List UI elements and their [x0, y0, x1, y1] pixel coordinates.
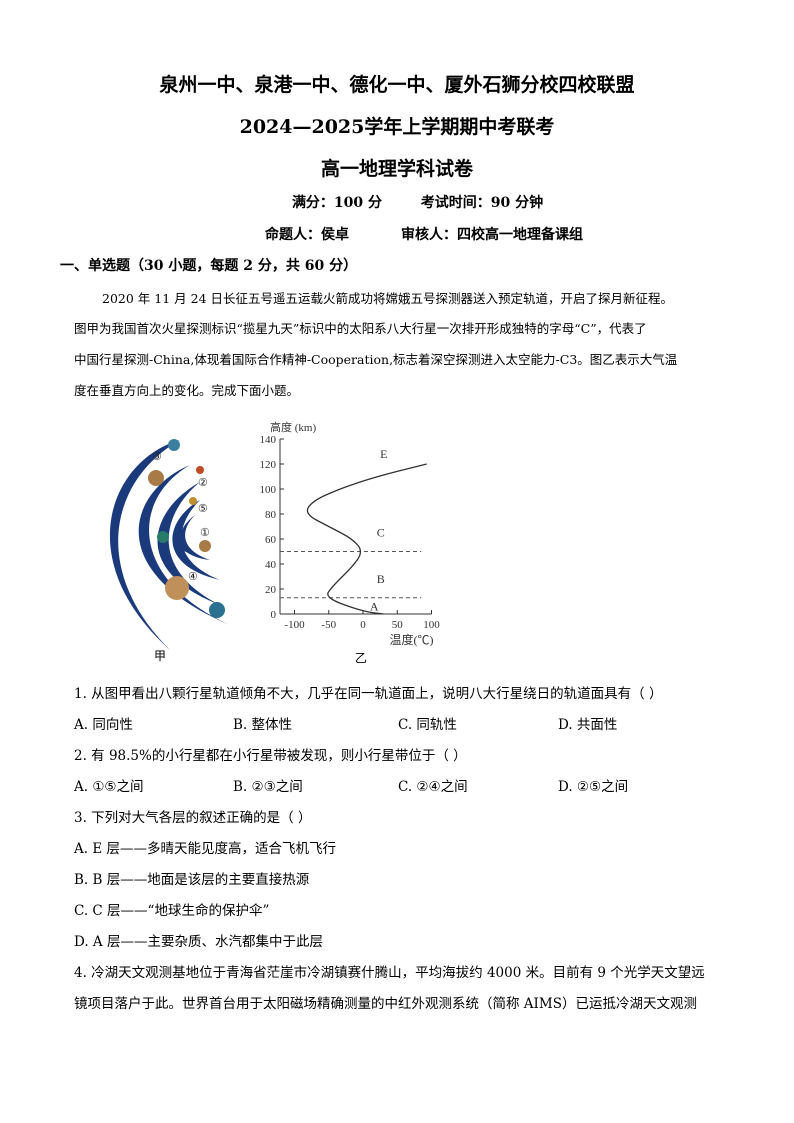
- answer-option[interactable]: D. A 层——主要杂质、水汽都集中于此层: [74, 934, 323, 950]
- planet-icon: [209, 602, 225, 618]
- figure-caption-yi: 乙: [355, 651, 367, 665]
- y-tick-label: 100: [260, 484, 277, 496]
- full-score: 满分：100 分: [291, 195, 383, 211]
- answer-option[interactable]: A. 同向性: [74, 717, 133, 733]
- planet-icon: [157, 531, 169, 543]
- y-tick-label: 140: [260, 434, 277, 446]
- y-axis-label: 高度 (km): [270, 420, 316, 434]
- y-tick-label: 60: [265, 534, 277, 546]
- planet-label: ⑤: [198, 503, 208, 515]
- question-stem: 3. 下列对大气各层的叙述正确的是（ ）: [74, 810, 312, 826]
- exam-time: 考试时间：90 分钟: [420, 195, 544, 211]
- question-stem: 2. 有 98.5%的小行星都在小行星带被发现，则小行星带位于（ ）: [74, 748, 467, 764]
- answer-option[interactable]: B. 整体性: [233, 717, 293, 733]
- planet-icon: [199, 540, 211, 552]
- answer-option[interactable]: B. B 层——地面是该层的主要直接热源: [74, 872, 310, 888]
- y-tick-label: 0: [271, 609, 277, 621]
- planet-label: ④: [188, 571, 198, 583]
- temperature-curve: [306, 463, 427, 615]
- planet-icon: [148, 470, 164, 486]
- title-subject: 高一地理学科试卷: [320, 158, 473, 180]
- answer-option[interactable]: C. 同轨性: [398, 717, 457, 733]
- planet-icon: [189, 497, 197, 505]
- layer-label: C: [377, 526, 385, 540]
- passage-line: 中国行星探测-China,体现着国际合作精神-Cooperation,标志着深空…: [74, 352, 678, 367]
- y-tick-label: 20: [265, 584, 277, 596]
- x-axis-label: 温度(℃): [390, 632, 434, 647]
- section-heading: 一、单选题（30 小题，每题 2 分，共 60 分）: [60, 258, 358, 274]
- passage-line: 度在垂直方向上的变化。完成下面小题。: [74, 383, 300, 398]
- answer-option[interactable]: D. ②⑤之间: [558, 779, 629, 795]
- figure-jia-solar-system-logo: ③ ② ⑤ ① ④ 甲: [109, 439, 230, 663]
- planet-label: ①: [200, 527, 210, 539]
- layer-label: B: [377, 572, 385, 586]
- figure-caption-jia: 甲: [154, 649, 166, 663]
- x-tick-label: -100: [284, 619, 305, 631]
- y-tick-label: 80: [265, 509, 277, 521]
- x-tick-label: 100: [423, 619, 440, 631]
- title-schools: 泉州一中、泉港一中、德化一中、厦外石狮分校四校联盟: [159, 74, 635, 96]
- question-stem: 4. 冷湖天文观测基地位于青海省茫崖市冷湖镇赛什腾山，平均海拔约 4000 米。…: [74, 965, 705, 981]
- x-tick-label: -50: [321, 619, 336, 631]
- question-stem-continued: 镜项目落户于此。世界首台用于太阳磁场精确测量的中红外观测系统（简称 AIMS）已…: [74, 996, 697, 1012]
- x-tick-label: 0: [360, 619, 366, 631]
- figure-yi-temperature-altitude-chart: 0 20 40 60 80 100 120 140 -100 -50 0 50 100 高度 (km) 温度…: [260, 420, 441, 665]
- passage-line: 图甲为我国首次火星探测标识“揽星九天”标识中的太阳系八大行星一次排开形成独特的字…: [74, 321, 647, 336]
- title-exam: 2024—2025学年上学期期中考联考: [239, 116, 555, 138]
- answer-option[interactable]: D. 共面性: [558, 717, 618, 733]
- planet-label: ②: [198, 477, 208, 489]
- answer-option[interactable]: A. E 层——多晴天能见度高，适合飞机飞行: [74, 841, 336, 857]
- planet-icon: [196, 466, 204, 474]
- x-tick-label: 50: [392, 619, 404, 631]
- answer-option[interactable]: B. ②③之间: [233, 779, 303, 795]
- author: 命题人：侯卓: [265, 227, 349, 243]
- layer-label: E: [380, 447, 387, 461]
- passage-line: 2020 年 11 月 24 日长征五号遥五运载火箭成功将嫦娥五号探测器送入预定…: [102, 291, 673, 306]
- answer-option[interactable]: C. ②④之间: [398, 779, 468, 795]
- y-tick-label: 120: [260, 459, 277, 471]
- answer-option[interactable]: C. C 层——“地球生命的保护伞”: [74, 903, 270, 919]
- planet-icon: [165, 576, 189, 600]
- planet-icon: [168, 439, 180, 451]
- layer-label: A: [370, 599, 379, 613]
- answer-option[interactable]: A. ①⑤之间: [74, 779, 144, 795]
- planet-label: ③: [152, 451, 162, 463]
- reviewer: 审核人：四校高一地理备课组: [401, 227, 583, 243]
- y-tick-label: 40: [265, 559, 277, 571]
- question-stem: 1. 从图甲看出八颗行星轨道倾角不大，几乎在同一轨道面上，说明八大行星绕日的轨道…: [74, 686, 663, 702]
